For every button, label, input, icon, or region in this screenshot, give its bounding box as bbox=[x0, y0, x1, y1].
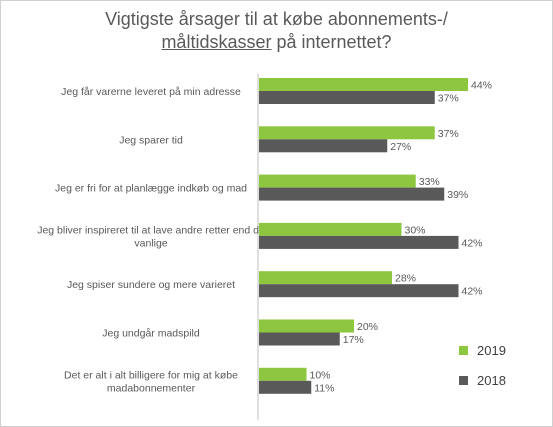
category-label: Det er alt i alt billigere for mig at kø… bbox=[64, 369, 238, 394]
category-label: Jeg bliver inspireret til at lave andre … bbox=[37, 224, 265, 249]
data-label-2019: 33% bbox=[419, 176, 440, 188]
data-label-2019: 20% bbox=[357, 321, 378, 333]
category-label: Jeg spiser sundere og mere varieret bbox=[67, 279, 235, 291]
bar-2018 bbox=[259, 332, 340, 346]
data-label-2018: 37% bbox=[438, 93, 459, 105]
category-label-line: Det er alt i alt billigere for mig at kø… bbox=[64, 369, 238, 381]
category-label-line: Jeg sparer tid bbox=[119, 134, 183, 146]
data-label-2019: 10% bbox=[310, 369, 331, 381]
data-label-2019: 37% bbox=[438, 128, 459, 140]
data-label-2018: 11% bbox=[314, 382, 334, 394]
legend-swatch-2019 bbox=[459, 346, 468, 355]
data-label-2018: 39% bbox=[447, 189, 468, 201]
category-label-line: vanlige bbox=[134, 237, 167, 249]
chart-title: Vigtigste årsager til at købe abonnement… bbox=[0, 8, 553, 54]
category-label: Jeg er fri for at planlægge indkøb og ma… bbox=[55, 183, 247, 195]
legend-item-2019: 2019 bbox=[459, 343, 506, 358]
bar-2019 bbox=[259, 222, 402, 236]
category-label-line: madabonnementer bbox=[107, 382, 196, 394]
data-label-2019: 44% bbox=[471, 80, 492, 92]
bar-2019 bbox=[259, 271, 392, 285]
title-line-2-rest: på internettet? bbox=[271, 32, 392, 52]
category-label-line: Jeg er fri for at planlægge indkøb og ma… bbox=[55, 183, 247, 195]
category-label-line: Jeg bliver inspireret til at lave andre … bbox=[37, 224, 265, 236]
data-label-2018: 42% bbox=[462, 286, 483, 298]
bar-2018 bbox=[259, 187, 445, 201]
bar-2019 bbox=[259, 319, 354, 333]
bar-2018 bbox=[259, 139, 388, 153]
data-label-2018: 27% bbox=[390, 141, 411, 153]
title-line-2: måltidskasser på internettet? bbox=[0, 31, 553, 54]
data-label-2019: 30% bbox=[405, 224, 426, 236]
data-label-2018: 42% bbox=[462, 237, 483, 249]
category-label: Jeg får varerne leveret på min adresse bbox=[61, 86, 241, 98]
category-label-line: Jeg undgår madspild bbox=[102, 328, 200, 340]
legend-label-2019: 2019 bbox=[477, 343, 506, 358]
category-label: Jeg sparer tid bbox=[119, 134, 183, 146]
category-label: Jeg undgår madspild bbox=[102, 328, 200, 340]
bar-2019 bbox=[259, 78, 468, 91]
legend-item-2018: 2018 bbox=[459, 373, 506, 388]
category-label-line: Jeg får varerne leveret på min adresse bbox=[61, 86, 241, 98]
legend-swatch-2018 bbox=[459, 376, 468, 385]
bar-2019 bbox=[259, 174, 416, 188]
bar-2018 bbox=[259, 91, 435, 104]
data-label-2019: 28% bbox=[395, 273, 416, 285]
title-line-1: Vigtigste årsager til at købe abonnement… bbox=[105, 9, 448, 29]
bar-2018 bbox=[259, 380, 312, 394]
bar-2018 bbox=[259, 284, 459, 298]
category-label-line: Jeg spiser sundere og mere varieret bbox=[67, 279, 235, 291]
data-label-2018: 17% bbox=[343, 334, 364, 346]
bar-2018 bbox=[259, 235, 459, 249]
bar-2019 bbox=[259, 126, 435, 140]
legend-label-2018: 2018 bbox=[477, 373, 506, 388]
bar-2019 bbox=[259, 367, 307, 381]
title-underlined-word: måltidskasser bbox=[161, 32, 272, 52]
